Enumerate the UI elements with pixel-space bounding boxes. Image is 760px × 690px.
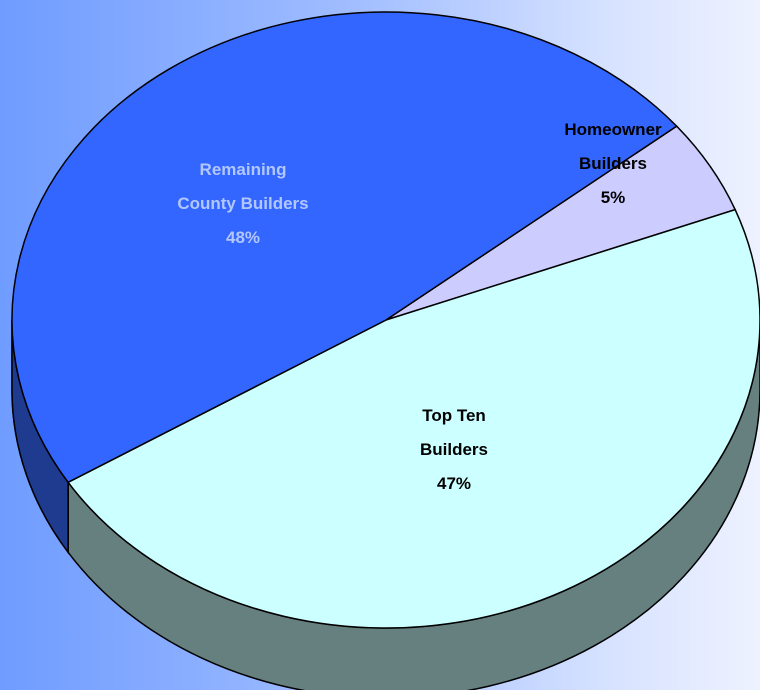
pie-labels: Homeowner Builders 5% Top Ten Builders 47% Rem… [177, 120, 662, 493]
pie-slice-2 [67, 208, 760, 629]
slice-percent-label: 5% [601, 188, 626, 207]
slice-name-label: County Builders [177, 194, 308, 213]
slice-percent-label: 48% [226, 228, 260, 247]
pie-slice-0 [11, 11, 678, 484]
slice-name-label: Top Ten [422, 406, 486, 425]
slice-name-label: Builders [579, 154, 647, 173]
slice-name-label: Homeowner [564, 120, 662, 139]
pie-slices [11, 11, 760, 629]
slice-name-label: Remaining [200, 160, 287, 179]
slice-percent-label: 47% [437, 474, 471, 493]
slice-name-label: Builders [420, 440, 488, 459]
